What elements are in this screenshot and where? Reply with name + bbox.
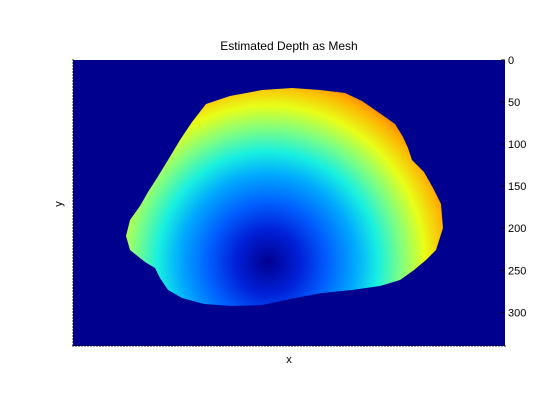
y-tick-label: 150 [508, 181, 526, 193]
y-tick-label: 200 [508, 223, 526, 235]
y-tick-label: 300 [508, 307, 526, 319]
y-axis-label: y [53, 201, 65, 207]
left-axis-ticks [72, 59, 74, 346]
bottom-axis-ticks [72, 345, 506, 347]
y-tick-label: 100 [508, 139, 526, 151]
y-tick-label: 50 [508, 97, 520, 109]
chart-title: Estimated Depth as Mesh [220, 39, 357, 53]
y-axis-right: 0 50 100 150 200 250 300 [501, 55, 526, 319]
y-tick-label: 0 [508, 55, 514, 67]
depth-surface [126, 88, 443, 306]
x-axis-label: x [286, 354, 292, 366]
y-tick-label: 250 [508, 265, 526, 277]
